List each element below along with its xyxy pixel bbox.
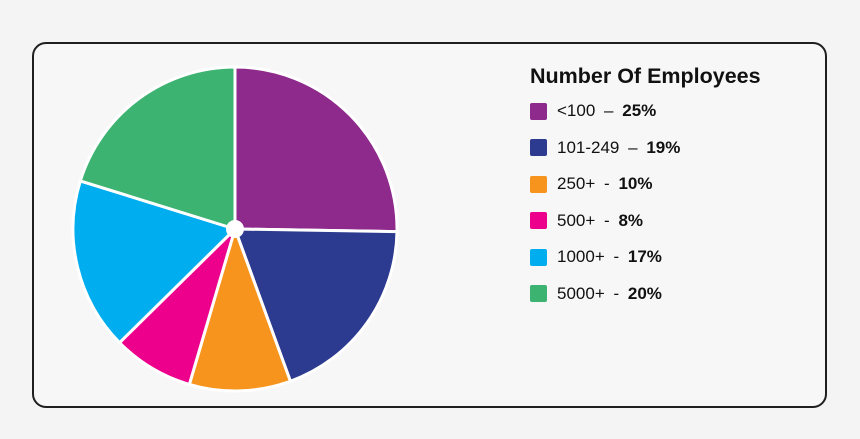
legend-percent: 20% xyxy=(627,283,662,303)
legend-swatch xyxy=(530,285,547,302)
legend-item: 5000+ - 20% xyxy=(530,284,830,304)
legend-text: 500+ - 8% xyxy=(557,211,643,231)
legend-label: 1000+ xyxy=(557,247,605,266)
legend-item: 250+ - 10% xyxy=(530,174,830,194)
legend-separator: – xyxy=(604,101,614,120)
legend-separator: - xyxy=(613,247,620,266)
legend-swatch xyxy=(530,175,547,193)
pie-slice-6 xyxy=(78,65,237,231)
legend-item: 500+ - 8% xyxy=(530,211,830,231)
legend-label: <100 xyxy=(557,101,596,120)
legend-text: 101-249 – 19% xyxy=(557,138,680,158)
pie-slices xyxy=(71,65,399,393)
legend-separator: - xyxy=(604,174,610,193)
legend-item: 101-249 – 19% xyxy=(530,138,830,158)
legend-swatch xyxy=(530,102,547,120)
legend-percent: 17% xyxy=(627,247,662,266)
pie-slice-2 xyxy=(233,227,399,383)
legend-text: 1000+ - 17% xyxy=(557,247,662,267)
legend-text: 5000+ - 20% xyxy=(557,284,662,304)
legend-label: 500+ xyxy=(557,210,596,230)
legend-item: 1000+ - 17% xyxy=(530,247,830,267)
legend-percent: 19% xyxy=(646,137,681,157)
legend-percent: 8% xyxy=(618,210,644,230)
legend-swatch xyxy=(530,248,547,266)
legend-percent: 10% xyxy=(618,174,653,193)
legend-text: 250+ - 10% xyxy=(557,174,652,194)
legend: Number Of Employees <100 – 25% 101-249 –… xyxy=(530,64,830,321)
legend-label: 5000+ xyxy=(557,283,605,303)
pie-slice-5 xyxy=(71,179,237,345)
legend-swatch xyxy=(530,212,547,229)
pie-slice-3 xyxy=(187,227,292,393)
legend-swatch xyxy=(530,139,547,156)
legend-separator: – xyxy=(628,137,638,157)
legend-text: <100 – 25% xyxy=(557,101,656,121)
legend-item: <100 – 25% xyxy=(530,101,830,121)
legend-label: 101-249 xyxy=(557,137,620,157)
pie-slice-1 xyxy=(233,65,399,234)
legend-separator: - xyxy=(604,210,610,230)
legend-label: 250+ xyxy=(557,174,596,193)
legend-list: <100 – 25% 101-249 – 19% 250+ - 10% xyxy=(530,101,830,304)
pie-center-dot xyxy=(226,220,244,238)
legend-separator: - xyxy=(613,283,620,303)
legend-percent: 25% xyxy=(622,101,657,120)
chart-title: Number Of Employees xyxy=(530,64,761,88)
